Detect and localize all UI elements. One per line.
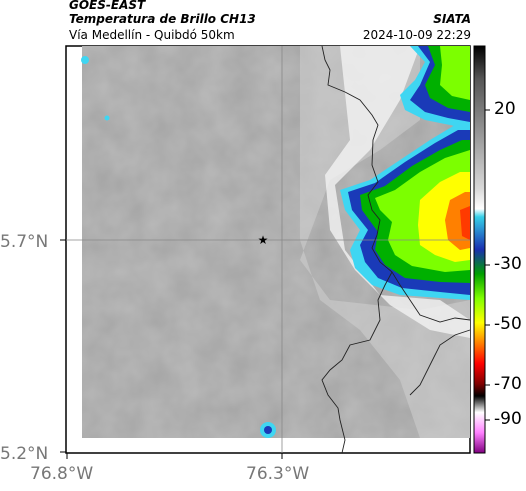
brand-label: SIATA	[433, 12, 471, 26]
colorbar-label: -30	[494, 254, 522, 274]
colorbar	[473, 45, 486, 454]
colorbar-label: -90	[494, 409, 522, 429]
lon-label-east: 76.3°W	[246, 464, 310, 484]
lon-label-west: 76.8°W	[30, 464, 94, 484]
colorbar-label: -50	[494, 314, 522, 334]
product-title: Temperatura de Brillo CH13	[69, 12, 256, 26]
storm-cells	[81, 46, 470, 438]
region-subtitle: Vía Medellín - Quibdó 50km	[69, 28, 235, 42]
star-icon: ★	[258, 233, 269, 247]
lat-label-south: 5.2°N	[0, 444, 49, 464]
admin-borders	[321, 45, 471, 454]
colorbar-label: 20	[494, 99, 516, 119]
colorbar-ticks	[485, 109, 490, 421]
lat-label-north: 5.7°N	[0, 232, 49, 252]
timestamp: 2024-10-09 22:29	[362, 28, 471, 42]
axis-ticks	[60, 239, 283, 459]
satellite-title: GOES-EAST	[69, 0, 146, 12]
colorbar-label: -70	[494, 374, 522, 394]
